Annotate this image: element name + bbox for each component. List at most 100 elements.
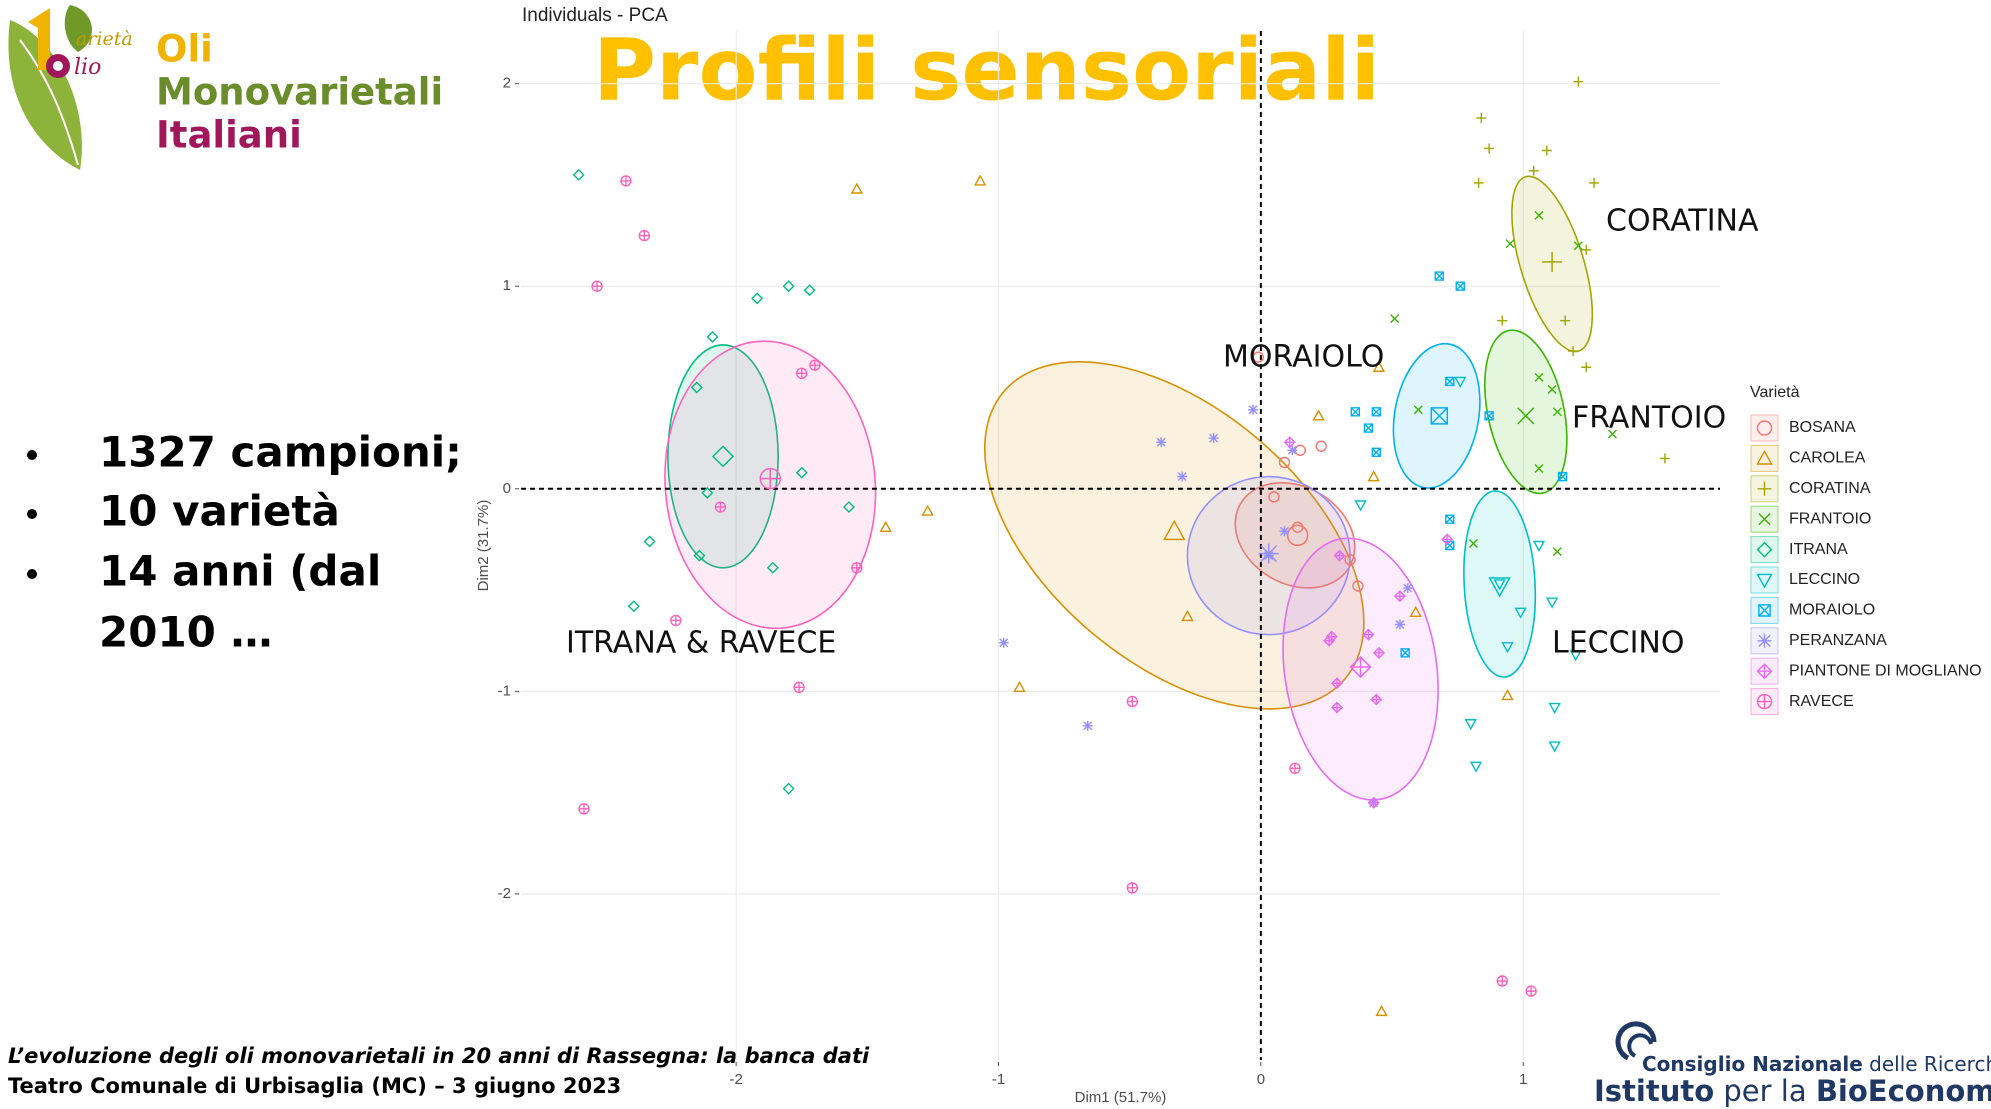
legend-key xyxy=(1750,566,1779,594)
annotation: CORATINA xyxy=(1606,204,1759,239)
centroid xyxy=(1430,407,1449,425)
point xyxy=(921,504,934,516)
y-tick-label: -2 xyxy=(498,885,511,902)
institute-line: Consiglio Nazionale delle Ricerche xyxy=(1642,1052,1991,1076)
point xyxy=(1278,456,1291,469)
y-tick-label: 2 xyxy=(503,75,511,92)
point xyxy=(795,466,808,479)
point xyxy=(1181,609,1194,622)
legend-label: BOSANA xyxy=(1789,419,1856,436)
point xyxy=(706,330,719,343)
point xyxy=(803,284,816,297)
point xyxy=(1496,975,1508,987)
point xyxy=(1589,177,1600,188)
point xyxy=(1283,436,1296,449)
annotation: MORAIOLO xyxy=(1223,340,1384,375)
centroid xyxy=(1349,655,1372,679)
point xyxy=(1156,437,1167,448)
institute-line: Istituto per la BioEconomia xyxy=(1594,1074,1991,1108)
point xyxy=(1279,526,1290,537)
legend-label: CORATINA xyxy=(1789,480,1871,497)
point xyxy=(1413,405,1423,415)
point xyxy=(1354,500,1367,512)
point xyxy=(1315,440,1327,452)
point xyxy=(1402,583,1413,594)
point xyxy=(1568,346,1579,357)
point xyxy=(1455,281,1465,291)
institute-part: Consiglio Nazionale xyxy=(1642,1052,1863,1076)
x-tick-label: -1 xyxy=(992,1071,1005,1088)
point xyxy=(1541,145,1552,156)
legend-symbol xyxy=(1758,513,1771,526)
point xyxy=(1501,688,1514,701)
legend-symbol xyxy=(1758,604,1771,617)
point xyxy=(1552,547,1562,557)
point xyxy=(766,561,779,574)
y-axis-title: Dim2 (31.7%) xyxy=(475,500,492,592)
point xyxy=(1532,540,1546,552)
legend-symbol xyxy=(1756,420,1773,436)
point xyxy=(1528,165,1539,176)
point xyxy=(1370,693,1383,706)
point xyxy=(638,229,651,242)
point xyxy=(1362,628,1375,641)
point xyxy=(1390,314,1400,324)
point xyxy=(1534,372,1544,382)
logo-script: arietà xyxy=(76,28,133,50)
point xyxy=(1126,882,1139,894)
logo-graphic xyxy=(8,5,92,170)
point xyxy=(1581,244,1592,255)
point xyxy=(998,637,1009,648)
point xyxy=(1484,143,1495,154)
point xyxy=(751,292,764,305)
point xyxy=(578,803,590,815)
confidence-ellipse xyxy=(1392,342,1481,489)
point xyxy=(1573,76,1584,87)
point xyxy=(1552,407,1562,417)
point xyxy=(809,359,821,371)
legend-symbol xyxy=(1756,663,1773,680)
slide-title: Profili sensoriali xyxy=(593,20,1380,120)
point xyxy=(1393,590,1406,603)
point xyxy=(1375,1004,1388,1017)
x-tick-label: 0 xyxy=(1257,1071,1265,1088)
point xyxy=(1177,471,1188,482)
confidence-ellipse xyxy=(667,344,779,569)
bullet: 10 varietà xyxy=(99,487,340,536)
point xyxy=(1289,762,1301,774)
point xyxy=(973,174,987,186)
bullet-dot xyxy=(27,509,37,519)
point xyxy=(1501,642,1514,654)
point xyxy=(1454,376,1467,388)
annotation: FRANTOIO xyxy=(1572,401,1726,436)
legend-label: PERANZANA xyxy=(1789,632,1887,649)
bullet: 2010 … xyxy=(99,608,273,657)
point xyxy=(1287,445,1298,456)
point xyxy=(1581,362,1592,373)
point xyxy=(1468,538,1478,548)
institute-part: Istituto xyxy=(1594,1074,1714,1108)
confidence-ellipse xyxy=(983,361,1365,710)
point xyxy=(1333,549,1346,562)
point xyxy=(1208,433,1219,444)
bullet-dot xyxy=(27,569,37,579)
point xyxy=(1394,619,1405,630)
legend-key xyxy=(1750,596,1779,624)
footer-line: Teatro Comunale di Urbisaglia (MC) – 3 g… xyxy=(8,1074,621,1098)
point xyxy=(1573,241,1583,251)
point xyxy=(1534,464,1544,474)
point xyxy=(714,501,727,513)
footer-line: L’evoluzione degli oli monovarietali in … xyxy=(8,1044,870,1068)
point xyxy=(1294,444,1306,456)
y-tick-label: 0 xyxy=(503,480,511,497)
legend-label: MORAIOLO xyxy=(1789,602,1875,619)
point xyxy=(1352,580,1364,592)
point xyxy=(701,486,714,499)
point xyxy=(1607,429,1617,439)
point xyxy=(793,681,805,693)
legend-label: RAVECE xyxy=(1789,693,1854,710)
point xyxy=(1493,579,1506,591)
legend-label: ITRANA xyxy=(1789,541,1848,558)
point xyxy=(1371,447,1381,458)
point xyxy=(1371,407,1381,417)
